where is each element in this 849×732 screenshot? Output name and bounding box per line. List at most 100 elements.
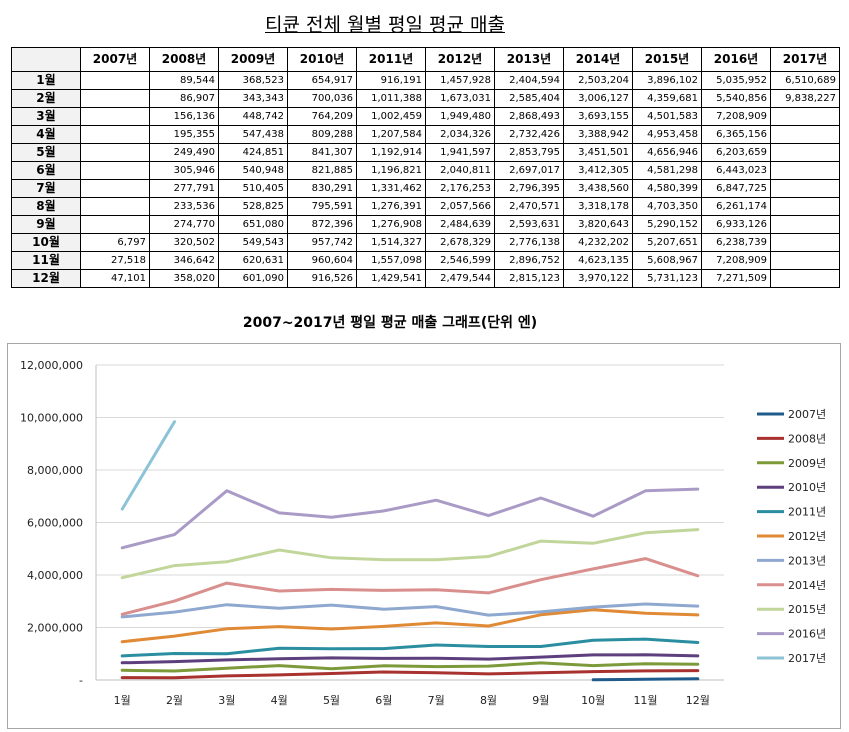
table-cell: [80, 89, 150, 108]
table-cell: 5,035,952: [701, 71, 771, 90]
table-cell: 5,540,856: [701, 89, 771, 108]
table-row: 3월 156,136 448,742 764,209 1,002,459 1,949,48…: [11, 107, 840, 126]
series-line-2009년: [120, 661, 700, 673]
y-tick-label: 2,000,000: [27, 622, 83, 635]
table-cell: [80, 161, 150, 180]
table-cell: 5,731,123: [632, 269, 702, 288]
table-cell: 2,479,544: [425, 269, 495, 288]
table-cell: 3,896,102: [632, 71, 702, 90]
table-cell: 7,208,909: [701, 251, 771, 270]
legend-label: 2007년: [788, 408, 826, 421]
table-cell: 277,791: [149, 179, 219, 198]
table-cell: 424,851: [218, 143, 288, 162]
table-cell: 1,002,459: [356, 107, 426, 126]
table-cell: 6,443,023: [701, 161, 771, 180]
legend-label: 2015년: [788, 603, 826, 616]
table-cell: 448,742: [218, 107, 288, 126]
table-cell: 2,484,639: [425, 215, 495, 234]
month-header: 2월: [11, 89, 81, 108]
legend-label: 2013년: [788, 554, 826, 567]
table-cell: 5,608,967: [632, 251, 702, 270]
table-cell: 1,196,821: [356, 161, 426, 180]
table-row: 8월 233,536 528,825 795,591 1,276,391 2,057,56…: [11, 197, 840, 216]
table-cell: 3,693,155: [563, 107, 633, 126]
x-tick-label: 8월: [480, 694, 497, 707]
table-cell: 4,359,681: [632, 89, 702, 108]
table-cell: 2,503,204: [563, 71, 633, 90]
table-cell: 86,907: [149, 89, 219, 108]
table-cell: 1,429,541: [356, 269, 426, 288]
table-cell: 6,365,156: [701, 125, 771, 144]
table-cell: 4,581,298: [632, 161, 702, 180]
table-cell: 1,949,480: [425, 107, 495, 126]
table-cell: 2,593,631: [494, 215, 564, 234]
year-header: 2008년: [149, 47, 219, 72]
table-cell: 305,946: [149, 161, 219, 180]
legend-label: 2014년: [788, 579, 826, 592]
table-row: 2월 86,907 343,343 700,036 1,011,388 1,673,031…: [11, 89, 840, 108]
table-cell: 320,502: [149, 233, 219, 252]
table-cell: 233,536: [149, 197, 219, 216]
x-tick-label: 9월: [532, 694, 549, 707]
table-cell: 2,697,017: [494, 161, 564, 180]
chart-area: - 2,000,000 4,000,000 6,000,000 8,000,000 10,…: [0, 342, 849, 732]
table-cell: 346,642: [149, 251, 219, 270]
x-tick-label: 3월: [218, 694, 235, 707]
year-header: 2009년: [218, 47, 288, 72]
table-cell: [770, 251, 840, 270]
table-cell: 4,501,583: [632, 107, 702, 126]
table-cell: 3,006,127: [563, 89, 633, 108]
table-row: 11월 27,518 346,642 620,631 960,604 1,557,098 2…: [11, 251, 840, 270]
table-cell: 2,040,811: [425, 161, 495, 180]
month-header: 3월: [11, 107, 81, 126]
table-cell: 4,580,399: [632, 179, 702, 198]
table-cell: 5,290,152: [632, 215, 702, 234]
table-cell: 2,176,253: [425, 179, 495, 198]
table-cell: 3,970,122: [563, 269, 633, 288]
month-header: 5월: [11, 143, 81, 162]
table-cell: [80, 71, 150, 90]
table-cell: 764,209: [287, 107, 357, 126]
table-cell: 528,825: [218, 197, 288, 216]
year-header: 2013년: [494, 47, 564, 72]
table-cell: 957,742: [287, 233, 357, 252]
legend-label: 2008년: [788, 432, 826, 445]
y-tick-label: 6,000,000: [27, 517, 83, 530]
table-cell: 2,868,493: [494, 107, 564, 126]
sales-table-container: 2007년 2008년 2009년 2010년 2011년 2012년 2013년 2014년…: [11, 47, 840, 288]
month-header: 10월: [11, 233, 81, 252]
table-row: 1월 89,544 368,523 654,917 916,191 1,457,928 2,…: [11, 71, 840, 90]
table-cell: 2,585,404: [494, 89, 564, 108]
month-header: 1월: [11, 71, 81, 90]
table-cell: 6,238,739: [701, 233, 771, 252]
month-header: 12월: [11, 269, 81, 288]
table-cell: 1,557,098: [356, 251, 426, 270]
x-tick-label: 12월: [686, 694, 710, 707]
year-header: 2014년: [563, 47, 633, 72]
table-cell: 3,438,560: [563, 179, 633, 198]
table-cell: 9,838,227: [770, 89, 840, 108]
table-cell: 6,510,689: [770, 71, 840, 90]
legend-label: 2010년: [788, 481, 826, 494]
x-tick-label: 5월: [323, 694, 340, 707]
series-line-2015년: [120, 528, 700, 580]
table-cell: 795,591: [287, 197, 357, 216]
month-header: 7월: [11, 179, 81, 198]
table-cell: 6,261,174: [701, 197, 771, 216]
table-cell: 651,080: [218, 215, 288, 234]
series-line-2013년: [120, 602, 700, 619]
table-cell: 547,438: [218, 125, 288, 144]
table-cell: 1,457,928: [425, 71, 495, 90]
table-cell: 4,703,350: [632, 197, 702, 216]
table-cell: 6,797: [80, 233, 150, 252]
year-header: 2011년: [356, 47, 426, 72]
table-cell: 549,543: [218, 233, 288, 252]
legend-label: 2012년: [788, 530, 826, 543]
table-cell: 841,307: [287, 143, 357, 162]
table-cell: 195,355: [149, 125, 219, 144]
table-cell: 156,136: [149, 107, 219, 126]
series-line-2008년: [120, 669, 700, 680]
table-cell: 1,331,462: [356, 179, 426, 198]
table-cell: 2,034,326: [425, 125, 495, 144]
table-cell: 6,203,659: [701, 143, 771, 162]
